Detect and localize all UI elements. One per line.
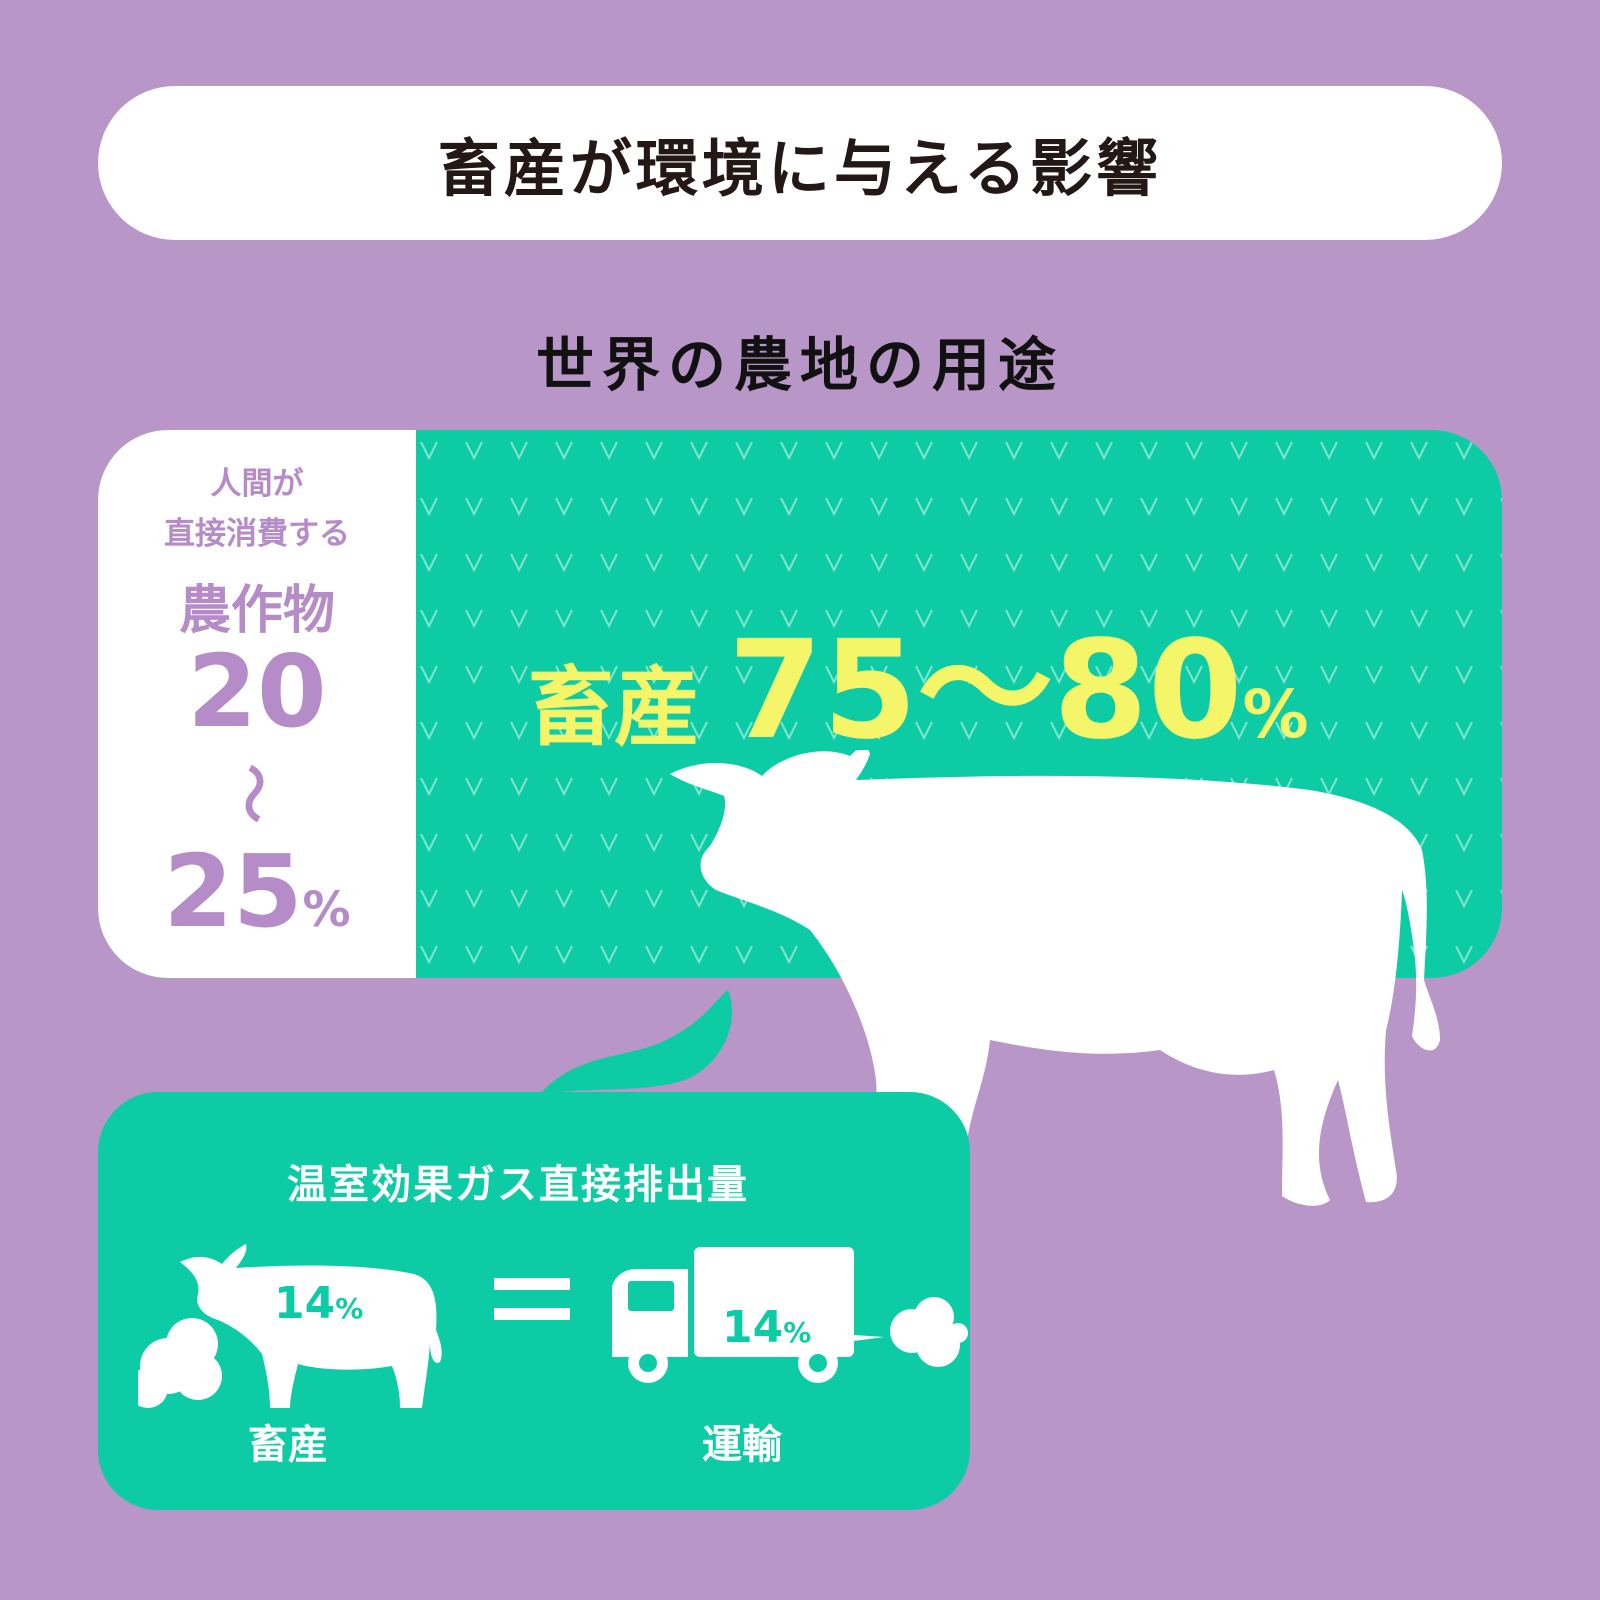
transport-emission-percent: % xyxy=(783,1316,812,1349)
human-crops-label: 農作物 xyxy=(178,581,335,641)
page-title: 畜産が環境に与える影響 xyxy=(437,132,1163,205)
livestock-emission-label: 畜産 xyxy=(248,1422,328,1468)
ghg-emissions-panel: 温室効果ガス直接排出量 14% 畜産 14% 運輸 xyxy=(98,1092,970,1510)
human-crops-low-value: 20 xyxy=(187,633,327,750)
equals-icon xyxy=(494,1278,570,1320)
livestock-land-name: 畜産 xyxy=(528,658,700,758)
livestock-emission-value: 14% xyxy=(274,1278,363,1329)
cow-silhouette-icon xyxy=(670,750,1440,1206)
transport-emission-number: 14 xyxy=(722,1302,784,1353)
human-crops-high-number: 25 xyxy=(163,833,303,950)
livestock-emission-number: 14 xyxy=(274,1278,336,1329)
exhaust-puff-icon xyxy=(540,990,733,1094)
transport-emission-value: 14% xyxy=(722,1302,811,1353)
transport-emission-label: 運輸 xyxy=(702,1422,782,1468)
human-crops-line2: 直接消費する xyxy=(164,516,350,552)
ghg-title: 温室効果ガス直接排出量 xyxy=(287,1162,749,1208)
livestock-land-range: 75〜80 xyxy=(728,612,1243,770)
human-crops-high-value: 25% xyxy=(98,842,416,942)
title-banner: 畜産が環境に与える影響 xyxy=(98,86,1502,240)
human-crops-percent: % xyxy=(302,882,351,938)
livestock-emission-percent: % xyxy=(335,1292,364,1325)
human-crops-line1: 人間が xyxy=(210,466,304,502)
human-crops-area: 人間が 直接消費する 農作物 20 〜 25% xyxy=(98,430,416,978)
page-subtitle: 世界の農地の用途 xyxy=(535,331,1064,399)
livestock-land-percent: % xyxy=(1242,676,1309,753)
truck-with-cloud-icon xyxy=(612,1247,968,1383)
land-use-panel: 人間が 直接消費する 農作物 20 〜 25% 畜産 75〜80% xyxy=(98,430,1502,978)
livestock-land-label: 畜産 75〜80% xyxy=(528,580,1309,777)
cow-with-cloud-icon xyxy=(138,1244,442,1408)
